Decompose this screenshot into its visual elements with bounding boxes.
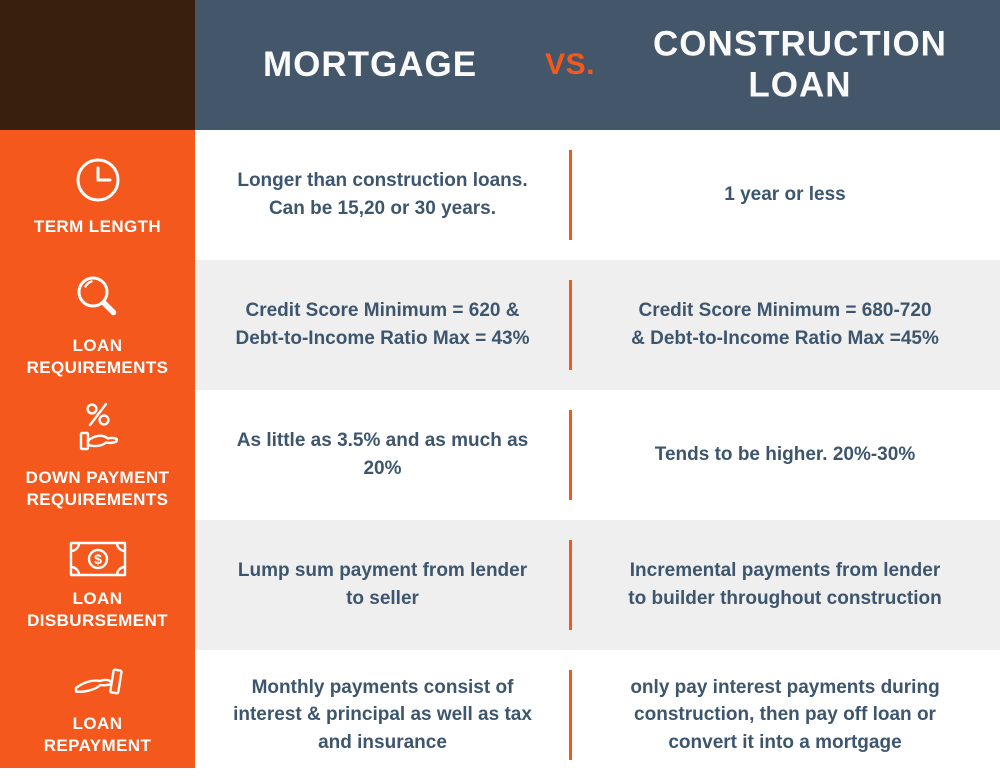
column-title-construction-loan: CONSTRUCTION LOAN	[653, 24, 947, 105]
construction-cell: only pay interest payments during constr…	[630, 676, 940, 753]
row-loan-repayment-cells: Monthly payments consist of interest & p…	[195, 650, 1000, 780]
row-down-payment-cells: As little as 3.5% and as much as 20% Ten…	[195, 390, 1000, 520]
row-loan-disbursement-sidebar: $ LOAN DISBURSEMENT	[0, 520, 195, 650]
row-term-length-cells: Longer than construction loans. Can be 1…	[195, 130, 1000, 260]
header: MORTGAGE VS. CONSTRUCTION LOAN	[0, 0, 1000, 130]
percent-hand-icon	[69, 400, 127, 458]
row-down-payment-requirements: DOWN PAYMENT REQUIREMENTS As little as 3…	[0, 390, 1000, 520]
money-bill-icon: $	[67, 539, 129, 579]
row-loan-disbursement-cells: Lump sum payment from lender to seller I…	[195, 520, 1000, 650]
column-divider	[569, 280, 572, 370]
column-divider	[569, 150, 572, 240]
row-term-length: TERM LENGTH Longer than construction loa…	[0, 130, 1000, 260]
row-loan-requirements-sidebar: LOAN REQUIREMENTS	[0, 260, 195, 390]
construction-cell: Credit Score Minimum = 680-720 & Debt-to…	[631, 300, 939, 349]
hand-bill-icon	[68, 662, 128, 704]
column-title-mortgage: MORTGAGE	[262, 45, 478, 84]
row-loan-disbursement: $ LOAN DISBURSEMENT Lump sum payment fro…	[0, 520, 1000, 650]
row-loan-requirements-cells: Credit Score Minimum = 620 & Debt-to-Inc…	[195, 260, 1000, 390]
row-label: TERM LENGTH	[33, 216, 162, 236]
row-loan-requirements: LOAN REQUIREMENTS Credit Score Minimum =…	[0, 260, 1000, 390]
row-loan-repayment: LOAN REPAYMENT Monthly payments consist …	[0, 650, 1000, 780]
corner-brand-block	[0, 0, 195, 130]
column-divider	[569, 540, 572, 630]
row-label: LOAN REQUIREMENTS	[26, 336, 169, 377]
mortgage-cell: As little as 3.5% and as much as 20%	[236, 430, 529, 479]
construction-cell: Tends to be higher. 20%-30%	[654, 444, 916, 466]
row-down-payment-sidebar: DOWN PAYMENT REQUIREMENTS	[0, 390, 195, 520]
construction-cell: Incremental payments from lender to buil…	[628, 560, 942, 609]
row-term-length-sidebar: TERM LENGTH	[0, 130, 195, 260]
vs-label: VS.	[545, 48, 595, 81]
mortgage-cell: Lump sum payment from lender to seller	[237, 560, 528, 609]
mortgage-cell: Monthly payments consist of interest & p…	[233, 676, 532, 753]
header-titles: MORTGAGE VS. CONSTRUCTION LOAN	[195, 0, 1000, 130]
row-label: DOWN PAYMENT REQUIREMENTS	[25, 468, 170, 509]
row-label: LOAN REPAYMENT	[43, 714, 152, 755]
svg-text:$: $	[94, 551, 102, 567]
mortgage-cell: Credit Score Minimum = 620 & Debt-to-Inc…	[235, 300, 530, 349]
mortgage-cell: Longer than construction loans. Can be 1…	[237, 170, 528, 219]
column-divider	[569, 410, 572, 500]
row-loan-repayment-sidebar: LOAN REPAYMENT	[0, 650, 195, 768]
magnifier-icon	[71, 272, 125, 326]
column-divider	[569, 670, 572, 760]
construction-cell: 1 year or less	[724, 184, 846, 206]
clock-icon	[71, 153, 125, 207]
row-label: LOAN DISBURSEMENT	[27, 589, 168, 630]
